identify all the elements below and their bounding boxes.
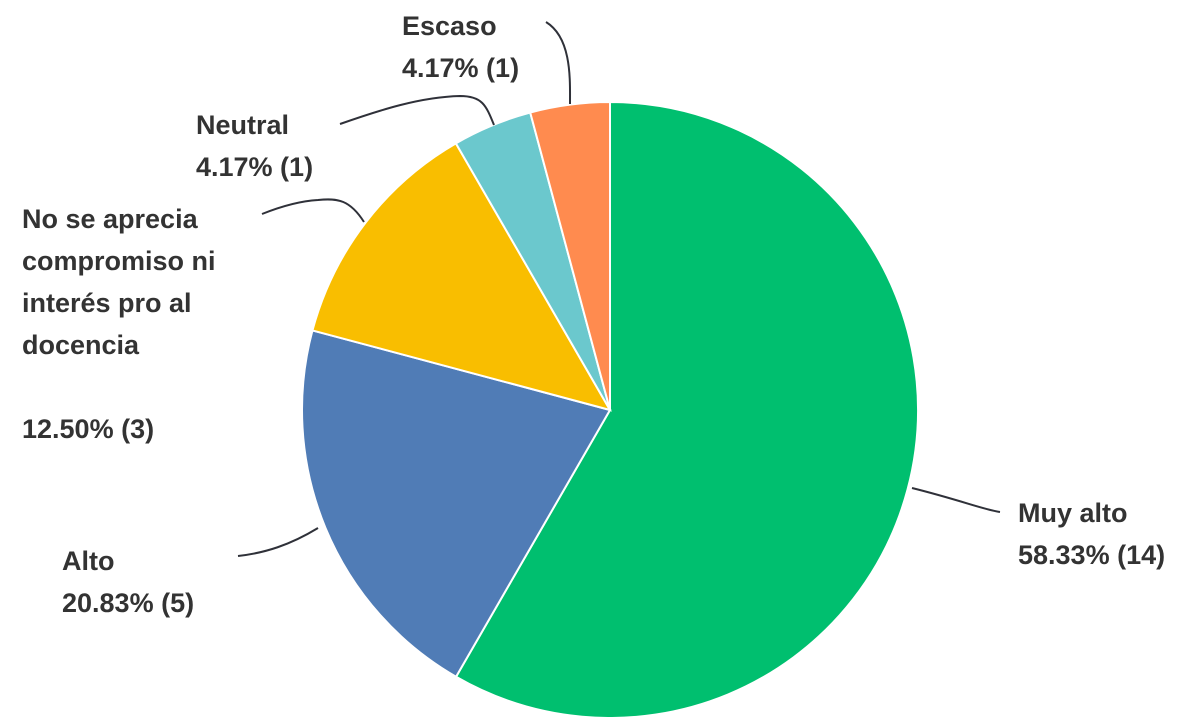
slice-label-3: No se aprecia compromiso ni interés pro al… — [22, 204, 216, 444]
pie-slice-1 — [454, 100, 919, 717]
leader-line-5 — [545, 21, 572, 105]
leader-line-2 — [237, 527, 319, 557]
slice-label-line: interés pro al — [22, 288, 192, 318]
slice-label-4: Neutral 4.17% (1) — [196, 110, 313, 182]
slice-label-line: 4.17% (1) — [402, 53, 519, 83]
pie-slice-2 — [301, 329, 612, 679]
slice-label-line: docencia — [22, 330, 140, 360]
slice-label-5: Escaso 4.17% (1) — [402, 11, 519, 83]
slice-label-line: Neutral — [196, 110, 289, 140]
slice-label-line: 58.33% (14) — [1018, 540, 1165, 570]
slice-label-line: 4.17% (1) — [196, 152, 313, 182]
slice-label-line: Escaso — [402, 11, 497, 41]
leader-line-1 — [911, 487, 1001, 513]
pie-slice-3 — [311, 141, 613, 412]
slice-label-2: Alto 20.83% (5) — [62, 546, 194, 618]
pie-slices — [301, 100, 919, 717]
slice-label-line: 12.50% (3) — [22, 414, 154, 444]
leader-lines — [237, 21, 1001, 557]
leader-line-4 — [339, 94, 495, 126]
slice-label-1: Muy alto 58.33% (14) — [1018, 498, 1165, 570]
pie-slice-5 — [528, 100, 611, 411]
leader-line-3 — [261, 198, 365, 223]
slice-label-line: compromiso ni — [22, 246, 216, 276]
slice-label-line: Alto — [62, 546, 114, 576]
slice-label-line: No se aprecia — [22, 204, 199, 234]
slice-labels: Muy alto 58.33% (14) Alto 20.83% (5) No se a… — [22, 11, 1165, 618]
slice-label-line: 20.83% (5) — [62, 588, 194, 618]
slice-label-line: Muy alto — [1018, 498, 1128, 528]
